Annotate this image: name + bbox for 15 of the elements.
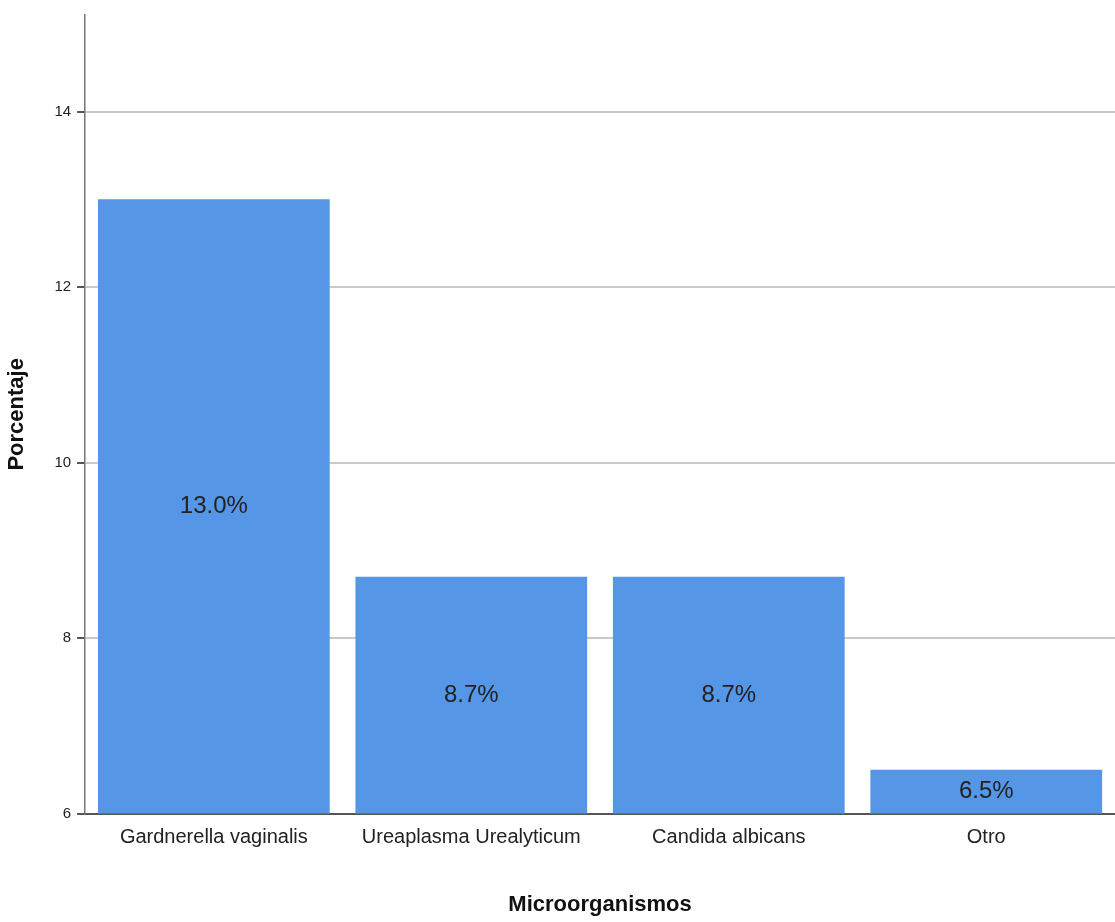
x-tick-label: Candida albicans <box>652 825 806 848</box>
data-label: 6.5% <box>958 776 1014 804</box>
data-label: 8.7% <box>443 679 499 707</box>
y-tick-label: 8 <box>62 628 72 646</box>
x-tick-label: Gardnerella vaginalis <box>119 825 308 848</box>
x-tick-label: Otro <box>966 825 1006 848</box>
x-axis-title: Microorganismos <box>508 890 692 916</box>
y-tick-label: 6 <box>62 803 72 821</box>
y-tick-label: 14 <box>54 101 72 119</box>
data-label: 8.7% <box>701 679 757 707</box>
y-axis-title: Porcentaje <box>3 358 29 471</box>
y-tick-label: 10 <box>54 452 72 470</box>
y-tick-label: 12 <box>54 277 72 295</box>
data-label: 13.0% <box>179 491 248 519</box>
x-tick-label: Ureaplasma Urealyticum <box>361 825 581 848</box>
